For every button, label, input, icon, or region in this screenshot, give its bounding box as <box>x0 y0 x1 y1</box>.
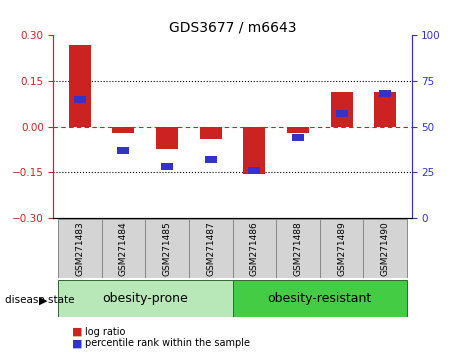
Text: GSM271489: GSM271489 <box>337 221 346 276</box>
Text: GSM271488: GSM271488 <box>293 221 303 276</box>
Bar <box>69 45 91 127</box>
Bar <box>205 156 217 163</box>
Text: ■: ■ <box>72 338 83 348</box>
Title: GDS3677 / m6643: GDS3677 / m6643 <box>169 20 296 34</box>
Bar <box>156 127 178 149</box>
Bar <box>287 127 309 133</box>
Bar <box>145 219 189 278</box>
Bar <box>379 90 392 97</box>
Text: percentile rank within the sample: percentile rank within the sample <box>85 338 250 348</box>
Text: obesity-resistant: obesity-resistant <box>268 292 372 305</box>
Bar <box>161 163 173 170</box>
Bar <box>292 134 304 141</box>
Bar <box>189 219 232 278</box>
Bar <box>374 92 396 127</box>
Bar <box>248 167 260 174</box>
Bar <box>243 127 265 174</box>
Text: GSM271486: GSM271486 <box>250 221 259 276</box>
Text: GSM271490: GSM271490 <box>381 221 390 276</box>
Text: GSM271485: GSM271485 <box>162 221 172 276</box>
Bar <box>331 92 352 127</box>
Bar <box>117 147 129 154</box>
Bar <box>113 127 134 133</box>
Bar <box>101 219 145 278</box>
Bar <box>232 219 276 278</box>
Text: ■: ■ <box>72 327 83 337</box>
Bar <box>200 127 222 139</box>
Bar <box>336 110 348 118</box>
Bar <box>320 219 364 278</box>
Bar <box>232 280 407 317</box>
Text: ▶: ▶ <box>39 295 47 305</box>
Text: GSM271487: GSM271487 <box>206 221 215 276</box>
Text: disease state: disease state <box>5 295 74 305</box>
Bar <box>364 219 407 278</box>
Bar <box>276 219 320 278</box>
Bar <box>58 219 101 278</box>
Bar <box>73 96 86 103</box>
Text: GSM271483: GSM271483 <box>75 221 84 276</box>
Text: obesity-prone: obesity-prone <box>102 292 188 305</box>
Text: GSM271484: GSM271484 <box>119 221 128 276</box>
Bar <box>58 280 232 317</box>
Text: log ratio: log ratio <box>85 327 126 337</box>
